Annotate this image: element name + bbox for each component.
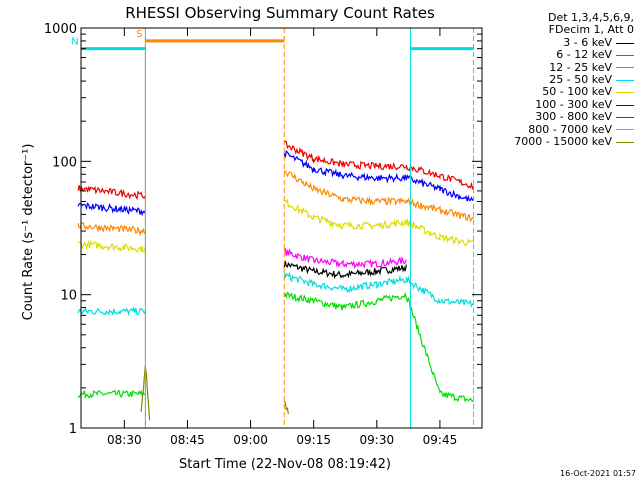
legend-swatch	[616, 116, 634, 118]
series-line-6	[77, 184, 146, 201]
legend-entry: 100 - 300 keV	[474, 97, 634, 111]
legend-swatch	[616, 129, 634, 131]
series-line-4	[283, 198, 475, 247]
legend: Det 1,3,4,5,6,9, FDecim 1, Att 0 3 - 6 k…	[474, 11, 634, 149]
legend-swatch	[616, 104, 634, 106]
legend-swatch	[616, 42, 634, 44]
x-tick-label: 08:45	[170, 433, 205, 447]
legend-entry: 12 - 25 keV	[474, 60, 634, 74]
x-tick-label: 09:30	[360, 433, 395, 447]
series-line-5	[77, 202, 146, 217]
series-line-7	[283, 170, 474, 223]
flags-layer: SN	[71, 28, 475, 428]
series-line-4	[77, 239, 146, 253]
legend-entry: 3 - 6 keV	[474, 35, 634, 49]
y-tick-label: 1	[69, 422, 77, 437]
legend-swatch	[616, 54, 634, 56]
x-tick-label: 09:15	[296, 433, 331, 447]
y-axis-label: Count Rate (s⁻¹ detector⁻¹)	[21, 144, 36, 321]
x-axis-label: Start Time (22-Nov-08 08:19:42)	[179, 457, 391, 472]
series-layer	[77, 140, 475, 421]
x-tick-label: 09:45	[423, 433, 458, 447]
legend-label: 7000 - 15000 keV	[514, 135, 612, 149]
legend-header-line-1: Det 1,3,4,5,6,9,	[547, 11, 634, 24]
legend-entry: 800 - 7000 keV	[474, 122, 634, 136]
legend-entries: 3 - 6 keV 6 - 12 keV 12 - 25 keV 25 - 50 ke…	[474, 35, 634, 149]
series-line-5	[283, 150, 475, 202]
legend-entry: 50 - 100 keV	[474, 86, 634, 98]
series-line-3	[77, 306, 146, 317]
legend-label: 300 - 800 keV	[535, 110, 612, 124]
legend-entry: 300 - 800 keV	[474, 110, 634, 124]
legend-entry: 25 - 50 keV	[474, 73, 634, 87]
series-line-7	[77, 221, 146, 237]
plot-frame	[80, 27, 483, 429]
legend-label: 25 - 50 keV	[549, 73, 612, 87]
y-tick-label: 10	[60, 289, 77, 304]
legend-swatch	[616, 79, 634, 81]
legend-header-line-2: FDecim 1, Att 0	[548, 23, 634, 37]
legend-label: 100 - 300 keV	[535, 97, 612, 111]
legend-swatch	[616, 92, 634, 94]
axes-layer: 08:30 08:45 09:00 09:15 09:30 09:45 1 10 100 1000	[44, 22, 482, 447]
legend-label: 3 - 6 keV	[563, 35, 612, 49]
legend-label: 12 - 25 keV	[549, 60, 612, 74]
series-line-2	[283, 291, 474, 403]
legend-swatch	[616, 67, 634, 69]
flag-label-1: N	[71, 37, 78, 48]
legend-swatch	[616, 141, 634, 143]
series-line-0	[283, 261, 407, 280]
legend-entry: 7000 - 15000 keV	[474, 135, 634, 149]
y-tick-label: 100	[52, 155, 77, 170]
series-line-3	[283, 271, 474, 308]
series-line-8	[283, 400, 289, 415]
series-line-6	[283, 140, 475, 191]
series-line-2	[77, 389, 146, 400]
chart-title: RHESSI Observing Summary Count Rates	[125, 4, 435, 22]
legend-label: 50 - 100 keV	[542, 85, 612, 99]
series-line-1	[283, 247, 407, 270]
flag-label-0: S	[136, 29, 142, 40]
y-tick-label: 1000	[44, 22, 77, 37]
legend-label: 6 - 12 keV	[556, 48, 612, 62]
legend-entry: 6 - 12 keV	[474, 48, 634, 62]
x-tick-label: 09:00	[233, 433, 268, 447]
x-tick-label: 08:30	[107, 433, 142, 447]
legend-label: 800 - 7000 keV	[528, 122, 612, 136]
timestamp: 16-Oct-2021 01:57	[560, 469, 636, 478]
